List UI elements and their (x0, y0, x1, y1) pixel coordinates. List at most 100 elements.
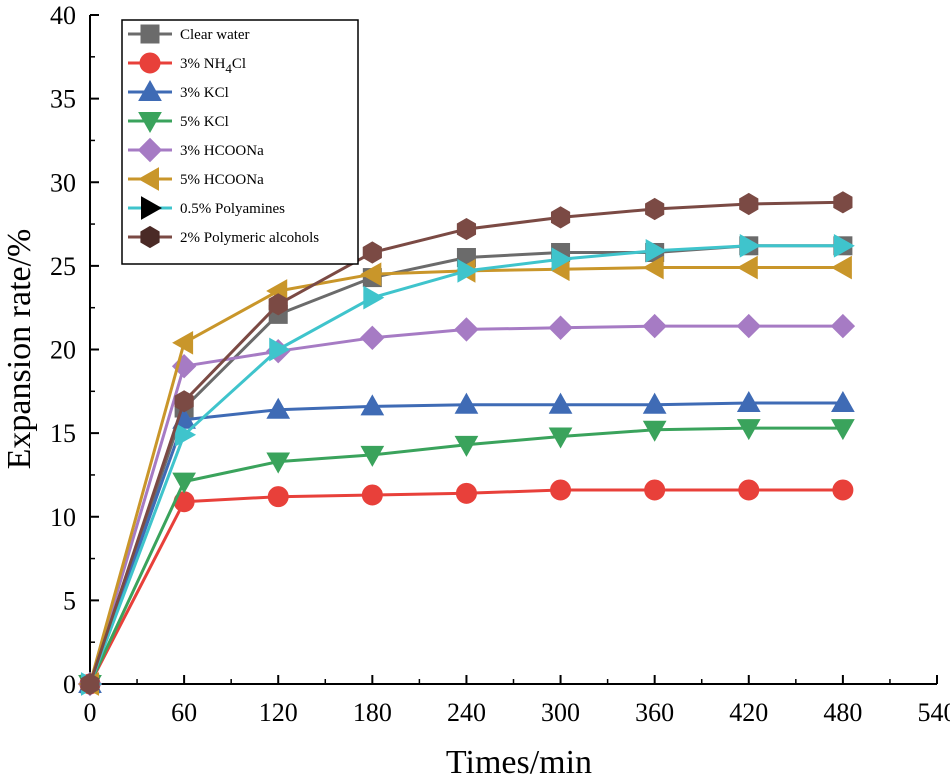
data-point (645, 197, 665, 221)
data-point (830, 313, 856, 339)
data-point (551, 247, 573, 272)
data-point (642, 392, 667, 414)
data-point (739, 233, 761, 258)
x-tick-label: 240 (447, 698, 486, 727)
legend-label: 3% HCOONa (180, 143, 264, 159)
data-point (736, 255, 758, 280)
legend-marker (141, 196, 163, 220)
series-2 (78, 391, 855, 693)
y-tick-label: 25 (50, 252, 76, 281)
data-point (642, 313, 667, 339)
y-tick-label: 15 (50, 419, 76, 448)
legend-marker (138, 79, 162, 101)
data-point (172, 330, 194, 355)
x-tick-label: 300 (541, 698, 580, 727)
data-point (80, 672, 100, 696)
axes: 0 5 10 15 20 25 30 35 40 0 60 120 180 240 300 360 420 480… (50, 1, 950, 727)
data-point (831, 391, 855, 413)
series-line (88, 244, 843, 685)
legend-marker (138, 112, 162, 134)
data-point (266, 397, 291, 419)
x-tick-label: 420 (729, 698, 768, 727)
legend-item: 0.5% Polyamines (128, 196, 285, 220)
data-point (361, 484, 383, 506)
data-point (360, 445, 385, 467)
data-point (454, 435, 479, 457)
data-point (550, 206, 571, 229)
legend-label: 3% KCl (180, 85, 229, 101)
legend-label: 5% KCl (180, 114, 229, 130)
legend-box (121, 19, 359, 265)
y-tick-label: 5 (63, 586, 76, 615)
legend-item: 2% Polymeric alcohols (128, 225, 319, 249)
data-point (832, 479, 854, 501)
legend-label: 0.5% Polyamines (180, 201, 285, 217)
data-point (644, 479, 666, 501)
data-point (550, 479, 572, 501)
data-point (831, 419, 855, 441)
series-line (88, 244, 843, 685)
y-axis-title: Expansion rate/% (1, 229, 38, 470)
data-point (548, 315, 573, 340)
legend-label: 3% NH4Cl (180, 56, 246, 76)
data-point (457, 259, 479, 283)
data-point (360, 394, 385, 416)
series-0 (80, 236, 853, 694)
legend-marker (139, 52, 161, 74)
data-point (268, 293, 288, 316)
data-point (266, 452, 291, 474)
y-tick-label: 40 (50, 1, 76, 30)
data-point (736, 313, 761, 339)
x-tick-label: 540 (918, 698, 950, 727)
series-1 (79, 479, 854, 695)
data-point (739, 192, 759, 216)
y-tick-label: 35 (50, 85, 76, 114)
data-point (830, 255, 852, 280)
data-point (362, 241, 382, 264)
y-tick-label: 20 (50, 336, 76, 365)
data-point (642, 255, 664, 280)
data-point (267, 486, 289, 508)
legend-item: 5% KCl (128, 112, 229, 134)
series-line (88, 488, 843, 685)
data-point (363, 285, 385, 310)
data-point (833, 233, 855, 258)
x-axis-title: Times/min (446, 744, 592, 781)
data-point (645, 238, 667, 263)
data-point (454, 317, 479, 342)
data-point (269, 337, 291, 362)
legend-item: 5% HCOONa (128, 167, 264, 191)
y-tick-label: 30 (50, 168, 76, 197)
legend-label: Clear water (180, 27, 250, 43)
data-point (174, 390, 194, 413)
legend-item: 3% HCOONa (128, 137, 264, 163)
legend-marker (137, 137, 163, 163)
data-point (175, 422, 197, 447)
legend-marker (140, 225, 160, 249)
data-point (455, 482, 477, 504)
series-7 (80, 191, 853, 696)
series-line (88, 426, 843, 685)
series-6 (81, 233, 855, 696)
x-tick-label: 60 (171, 698, 197, 727)
y-tick-label: 0 (63, 670, 76, 699)
x-tick-label: 360 (635, 698, 674, 727)
data-point (642, 420, 667, 442)
data-point (172, 472, 196, 494)
x-tick-label: 0 (84, 698, 97, 727)
data-point (456, 218, 477, 241)
series-4 (77, 313, 856, 697)
x-tick-label: 480 (823, 698, 862, 727)
data-point (736, 419, 761, 441)
x-tick-label: 120 (259, 698, 298, 727)
series-layer (77, 191, 856, 697)
legend-label: 2% Polymeric alcohols (180, 230, 319, 246)
data-point (360, 262, 382, 287)
legend-label: 5% HCOONa (180, 172, 264, 188)
legend-item: Clear water (128, 24, 250, 44)
data-point (454, 392, 479, 414)
legend-marker (137, 167, 159, 191)
series-3 (78, 419, 855, 697)
data-point (548, 392, 573, 414)
